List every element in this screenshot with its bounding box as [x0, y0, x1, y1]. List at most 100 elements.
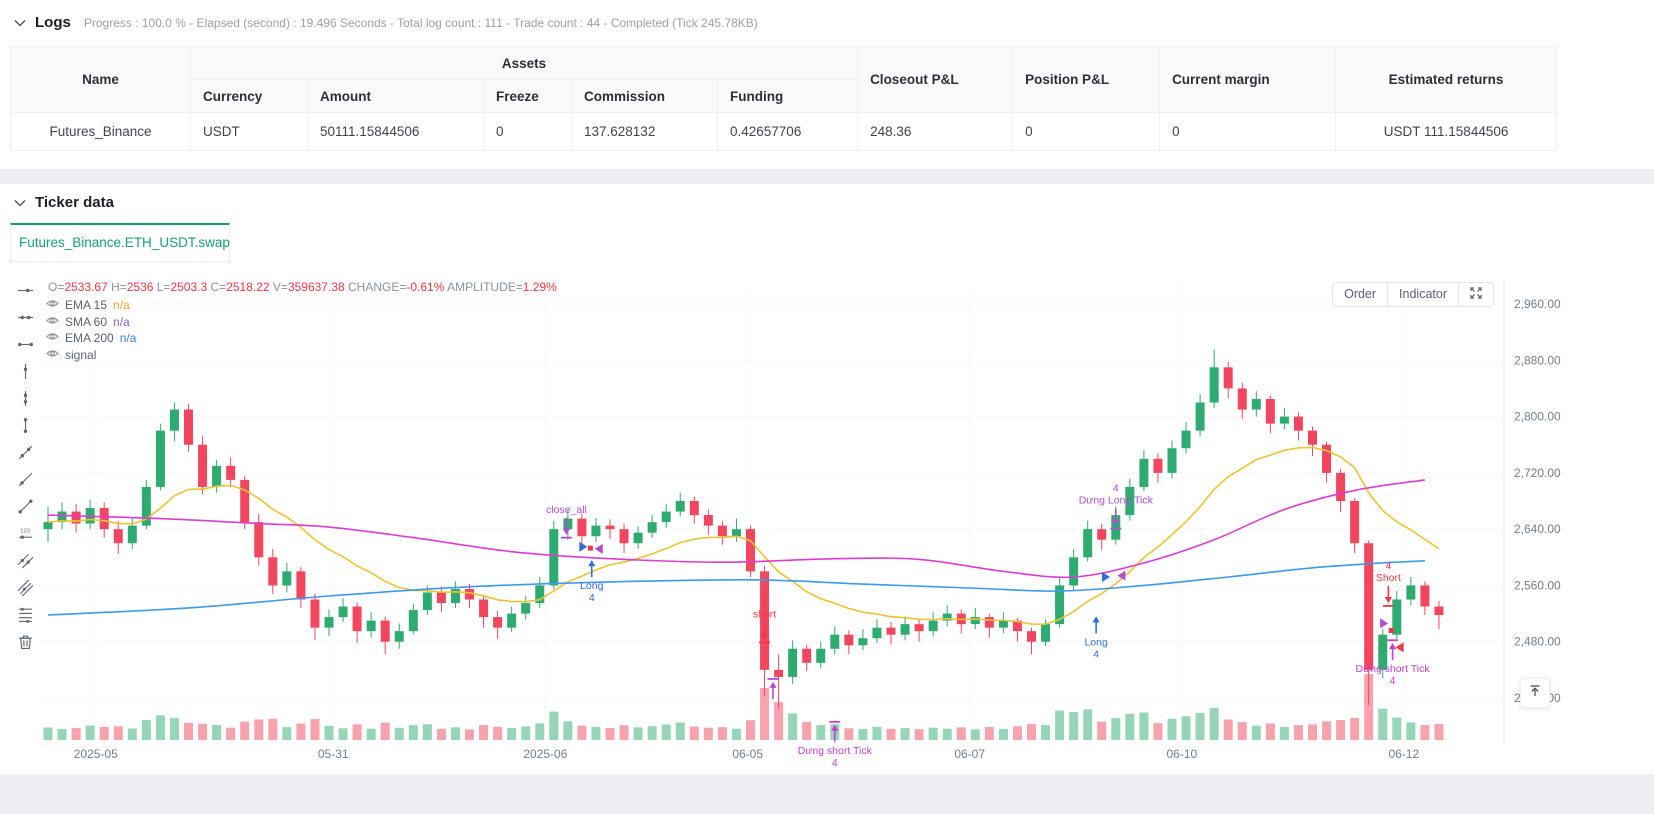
vertical-segment-tool-icon[interactable]: [17, 390, 34, 407]
svg-text:4: 4: [832, 757, 838, 766]
horizontal-ray-tool-icon[interactable]: [17, 282, 34, 299]
svg-text:06-05: 06-05: [732, 747, 763, 761]
ohlc-value: 2518.22: [226, 280, 273, 294]
order-button[interactable]: Order: [1344, 287, 1377, 301]
jump-to-latest-button[interactable]: [1520, 678, 1550, 708]
svg-text:2,800.00: 2,800.00: [1514, 410, 1561, 424]
fib-retracement-tool-icon[interactable]: [17, 606, 34, 623]
cell-position-pnl: 0: [1012, 112, 1161, 151]
visibility-toggle-eye-icon[interactable]: [46, 348, 59, 362]
fullscreen-icon: [1470, 287, 1482, 302]
parallel-channel-tool-icon[interactable]: [17, 579, 34, 597]
ohlc-label: H=: [111, 280, 127, 294]
ohlc-label: V=: [272, 280, 288, 294]
ohlc-label: C=: [210, 280, 227, 294]
col-header-freeze: Freeze: [483, 79, 572, 113]
indicator-button[interactable]: Indicator: [1387, 283, 1458, 306]
trend-ray-tool-icon[interactable]: [17, 471, 34, 488]
col-header-closeout-pnl: Closeout P&L: [857, 46, 1014, 113]
svg-text:short: short: [753, 609, 776, 621]
tab-futures-binance-eth-usdt-swap[interactable]: Futures_Binance.ETH_USDT.swap: [10, 223, 230, 262]
col-header-assets-group: Assets: [189, 46, 859, 80]
horizontal-segment-tool-icon[interactable]: [17, 309, 34, 326]
visibility-toggle-eye-icon[interactable]: [46, 315, 59, 329]
table-row: Futures_Binance USDT 50111.15844506 0 13…: [10, 112, 1558, 151]
col-header-position-pnl: Position P&L: [1012, 46, 1161, 113]
vertical-line-tool-icon[interactable]: [17, 417, 34, 434]
indicator-legend-row: EMA 15 n/a: [46, 297, 136, 314]
svg-text:Short: Short: [1376, 572, 1401, 584]
cell-name: Futures_Binance: [10, 112, 191, 151]
svg-text:4: 4: [1093, 648, 1099, 660]
svg-text:2,720.00: 2,720.00: [1514, 466, 1561, 480]
cell-amount: 50111.15844506: [307, 112, 484, 151]
indicator-legend-row: signal: [46, 347, 136, 364]
assets-table: Name Assets Closeout P&L Position P&L Cu…: [10, 46, 1558, 151]
svg-text:Long: Long: [580, 580, 604, 592]
indicator-value: n/a: [113, 298, 130, 313]
trend-line-tool-icon[interactable]: [17, 498, 34, 515]
ohlc-value: 2533.67: [64, 280, 112, 294]
trend-segment-tool-icon[interactable]: [17, 444, 34, 461]
indicator-value: n/a: [119, 331, 137, 346]
ticker-data-section: Ticker data Futures_Binance.ETH_USDT.swa…: [0, 184, 1654, 774]
ticker-title: Ticker data: [35, 194, 114, 211]
collapse-chevron-icon[interactable]: [14, 198, 26, 208]
svg-text:2,480.00: 2,480.00: [1514, 635, 1561, 649]
svg-text:05-31: 05-31: [318, 747, 349, 761]
parallel-lines-tool-icon[interactable]: [17, 552, 34, 569]
vertical-ray-tool-icon[interactable]: [17, 363, 34, 380]
candlestick-chart[interactable]: 2,960.00 2,880.00 2,800.00 2,720.00 2,640.00…: [20, 272, 1654, 766]
svg-text:Dưng short Tick: Dưng short Tick: [798, 745, 873, 757]
arrow-up-to-bar-icon: [1528, 684, 1542, 703]
svg-text:close_all: close_all: [546, 504, 587, 516]
cell-estimated-returns: USDT 111.15844506: [1335, 112, 1558, 151]
indicator-legend-row: SMA 60 n/a: [46, 314, 136, 331]
indicator-value: n/a: [113, 314, 130, 329]
indicator-name: signal: [65, 347, 97, 362]
ticker-header: Ticker data: [10, 194, 1644, 211]
logs-title: Logs: [35, 14, 71, 31]
ohlc-value: 359637.38: [287, 280, 348, 294]
collapse-chevron-icon[interactable]: [14, 18, 26, 28]
cell-currency: USDT: [190, 112, 308, 151]
svg-text:2025-05: 2025-05: [74, 747, 118, 761]
cell-funding: 0.42657706: [716, 112, 859, 151]
visibility-toggle-eye-icon[interactable]: [46, 298, 59, 312]
ohlc-label: O=: [48, 280, 65, 294]
logs-header: Logs Progress : 100.0 % - Elapsed (secon…: [10, 14, 1644, 31]
svg-text:06-10: 06-10: [1166, 747, 1197, 761]
ohlc-label: CHANGE=: [348, 280, 407, 294]
cell-current-margin: 0: [1159, 112, 1337, 151]
ohlc-readout: O=2533.67 H=2536 L=2503.3 C=2518.22 V=35…: [48, 280, 557, 294]
svg-text:Long: Long: [1084, 636, 1108, 648]
cell-freeze: 0: [483, 112, 572, 151]
indicator-legend-row: EMA 200 n/a: [46, 330, 136, 347]
svg-text:Dưng Long Tick: Dưng Long Tick: [1079, 495, 1154, 507]
svg-text:4: 4: [1113, 483, 1119, 495]
col-header-amount: Amount: [307, 79, 484, 113]
visibility-toggle-eye-icon[interactable]: [46, 331, 59, 345]
ohlc-value: 2503.3: [170, 280, 211, 294]
svg-text:4: 4: [1390, 675, 1396, 687]
cell-commission: 137.628132: [571, 112, 718, 151]
svg-text:4: 4: [1385, 560, 1391, 572]
indicator-legend: EMA 15 n/a SMA 60 n/a EMA 200 n/a signal: [46, 297, 136, 363]
indicator-name: SMA 60: [65, 314, 108, 329]
svg-text:2025-06: 2025-06: [523, 747, 567, 761]
indicator-name: EMA 15: [65, 298, 108, 313]
fullscreen-button[interactable]: [1458, 283, 1493, 306]
delete-drawings-icon[interactable]: [17, 633, 34, 650]
svg-text:Dưng short Tick: Dưng short Tick: [1356, 663, 1431, 675]
horizontal-line-tool-icon[interactable]: [17, 336, 34, 353]
ohlc-value: -0.61%: [406, 280, 448, 294]
drawing-toolbar: 123: [12, 282, 38, 650]
price-chart-panel: 123 2,960.00 2,880.00 2,800.00 2,720.00 2,64…: [10, 272, 1644, 766]
section-divider: [0, 169, 1654, 184]
ohlc-value: 1.29%: [522, 280, 557, 294]
col-header-currency: Currency: [190, 79, 308, 113]
cell-closeout-pnl: 248.36: [857, 112, 1014, 151]
ticker-tabs: Futures_Binance.ETH_USDT.swap: [10, 223, 1644, 262]
price-note-tool-icon[interactable]: 123: [17, 525, 34, 542]
svg-text:2,640.00: 2,640.00: [1514, 522, 1561, 536]
